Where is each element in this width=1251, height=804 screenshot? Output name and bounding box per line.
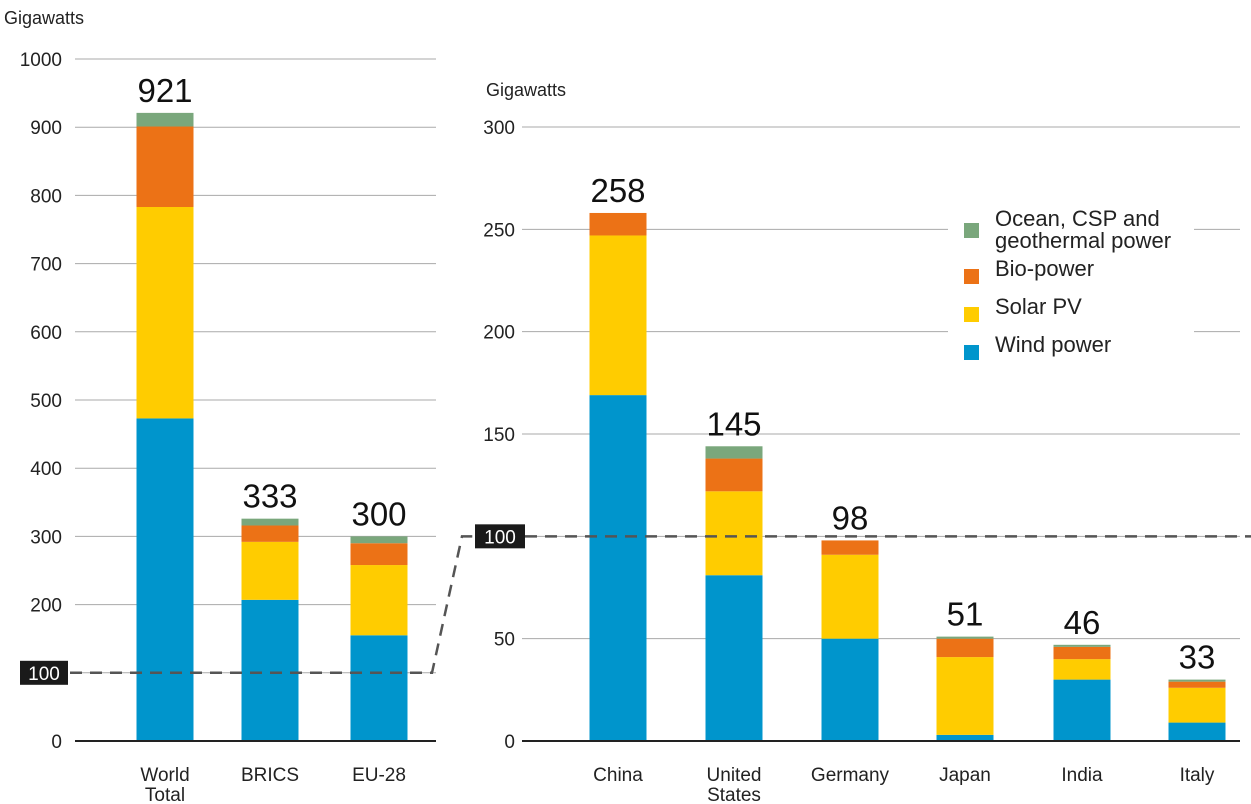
legend: Ocean, CSP and geothermal power Bio-power S… xyxy=(948,200,1194,380)
bar-segment-solar xyxy=(1168,687,1226,723)
bar-total-label: 333 xyxy=(242,478,297,515)
legend-swatch-solar xyxy=(964,307,979,322)
legend-background xyxy=(948,200,1194,380)
y-tick-label: 150 xyxy=(483,425,515,446)
y-tick-label: 50 xyxy=(494,630,515,651)
bar-segment-bio xyxy=(936,638,994,658)
x-category-label: China xyxy=(593,765,643,786)
bar-segment-ocean xyxy=(705,446,763,459)
legend-label: Bio-power xyxy=(995,256,1094,281)
bar-segment-wind xyxy=(241,599,299,741)
bar-segment-solar xyxy=(705,491,763,576)
bar-segment-ocean xyxy=(1053,644,1111,647)
x-category-label: Japan xyxy=(939,765,991,786)
y-tick-label: 700 xyxy=(30,255,62,276)
y-tick-label: 200 xyxy=(30,596,62,617)
bar-total-label: 921 xyxy=(137,72,192,109)
bar-segment-solar xyxy=(136,206,194,419)
bar-total-label: 51 xyxy=(947,596,984,633)
bar-segment-bio xyxy=(821,540,879,555)
reference-badge xyxy=(20,660,68,685)
legend-swatch-bio xyxy=(964,269,979,284)
y-tick-label: 600 xyxy=(30,323,62,344)
y-tick-label: 900 xyxy=(30,118,62,139)
bar-segment-solar xyxy=(350,565,408,636)
reference-tick-label: 100 xyxy=(484,527,516,548)
y-tick-label: 200 xyxy=(483,323,515,344)
legend-swatch-wind xyxy=(964,345,979,360)
bar-total-label: 258 xyxy=(590,172,645,209)
bar-segment-ocean xyxy=(241,518,299,526)
bar-segment-ocean xyxy=(936,636,994,639)
bar-segment-solar xyxy=(1053,659,1111,680)
y-tick-label: 300 xyxy=(483,118,515,139)
bar-segment-wind xyxy=(589,395,647,741)
bar-segment-wind xyxy=(1168,722,1226,741)
bar-segment-ocean xyxy=(350,536,408,544)
bar-segment-bio xyxy=(241,525,299,542)
x-category-label: World Total xyxy=(140,765,189,804)
x-category-label: United States xyxy=(707,765,762,804)
left-panel-aggregates: Gigawatts 0 100 200 300 400 500 600 700 800 900 100… xyxy=(4,8,436,804)
y-tick-label: 0 xyxy=(504,732,515,753)
y-tick-label: 400 xyxy=(30,459,62,480)
bar-segment-bio xyxy=(705,458,763,492)
x-category-label: Italy xyxy=(1180,765,1215,786)
y-tick-label: 300 xyxy=(30,527,62,548)
bar-segment-wind xyxy=(705,575,763,741)
bar-segment-solar xyxy=(589,235,647,396)
legend-label: Wind power xyxy=(995,332,1111,357)
bar-total-label: 98 xyxy=(832,499,869,536)
y-tick-label: 500 xyxy=(30,391,62,412)
x-category-label: BRICS xyxy=(241,765,299,786)
bar-total-label: 300 xyxy=(351,495,406,532)
legend-label: Ocean, CSP and geothermal power xyxy=(995,206,1171,253)
bar-segment-wind xyxy=(821,638,879,741)
bar-segment-solar xyxy=(241,541,299,600)
bar-total-label: 33 xyxy=(1179,639,1216,676)
reference-tick-label: 100 xyxy=(28,664,60,685)
bar-segment-wind xyxy=(136,418,194,741)
legend-swatch-ocean xyxy=(964,223,979,238)
bar-segment-ocean xyxy=(1168,679,1226,682)
reference-connector xyxy=(70,535,1251,675)
bar-segment-bio xyxy=(1053,646,1111,660)
bar-segment-wind xyxy=(350,635,408,741)
bar-total-label: 145 xyxy=(706,405,761,442)
y-tick-label: 0 xyxy=(51,732,62,753)
y-axis-label: Gigawatts xyxy=(4,8,84,28)
bar-segment-solar xyxy=(936,657,994,735)
bar-segment-bio xyxy=(350,543,408,566)
x-category-label: EU-28 xyxy=(352,765,406,786)
bar-segment-bio xyxy=(589,212,647,236)
reference-dashed-line-left xyxy=(70,535,475,675)
bar-total-label: 46 xyxy=(1064,604,1101,641)
y-tick-label: 800 xyxy=(30,186,62,207)
reference-badge xyxy=(475,524,525,549)
right-panel-countries: Gigawatts 0 50 100 150 200 250 300 258 China 145 Un… xyxy=(475,80,1240,804)
bar-segment-solar xyxy=(821,554,879,639)
bar-segment-bio xyxy=(136,126,194,207)
bar-segment-bio xyxy=(1168,681,1226,688)
bar-segment-wind xyxy=(1053,679,1111,741)
x-category-label: India xyxy=(1061,765,1103,786)
bar-segment-wind xyxy=(936,734,994,741)
bar-segment-ocean xyxy=(136,112,194,127)
legend-label: Solar PV xyxy=(995,294,1082,319)
y-tick-label: 250 xyxy=(483,220,515,241)
y-tick-label: 1000 xyxy=(20,50,62,71)
x-category-label: Germany xyxy=(811,765,890,786)
y-axis-label: Gigawatts xyxy=(486,80,566,100)
